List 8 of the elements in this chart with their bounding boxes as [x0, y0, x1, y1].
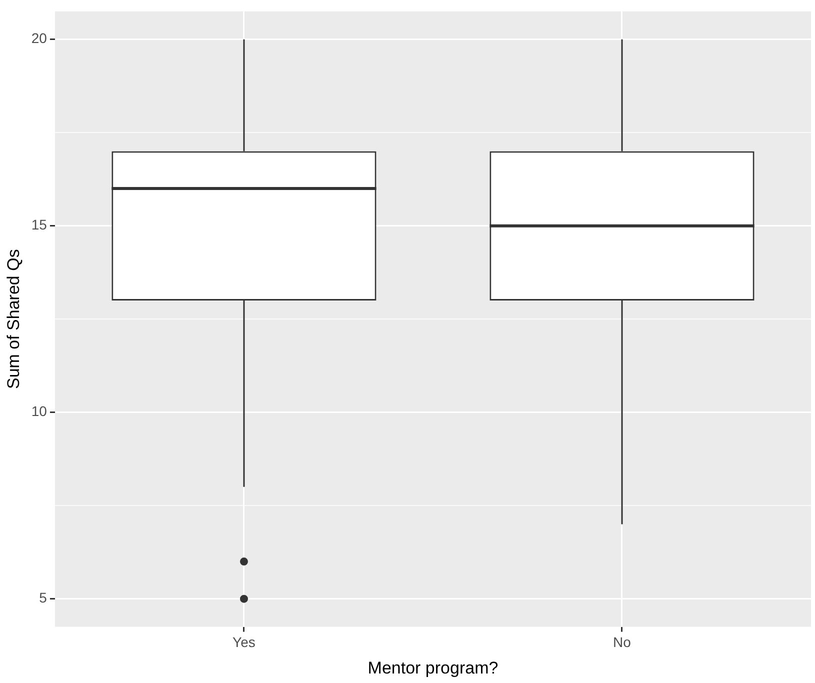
- y-tick-label: 10: [31, 403, 48, 420]
- y-tick-label: 15: [31, 216, 48, 233]
- x-tick-label: No: [613, 634, 632, 650]
- y-tick-label: 5: [39, 590, 48, 606]
- y-tick-label: 20: [31, 30, 48, 46]
- x-axis-title: Mentor program?: [368, 658, 498, 678]
- y-axis-title: Sum of Shared Qs: [4, 249, 23, 390]
- x-tick-label: Yes: [232, 634, 256, 650]
